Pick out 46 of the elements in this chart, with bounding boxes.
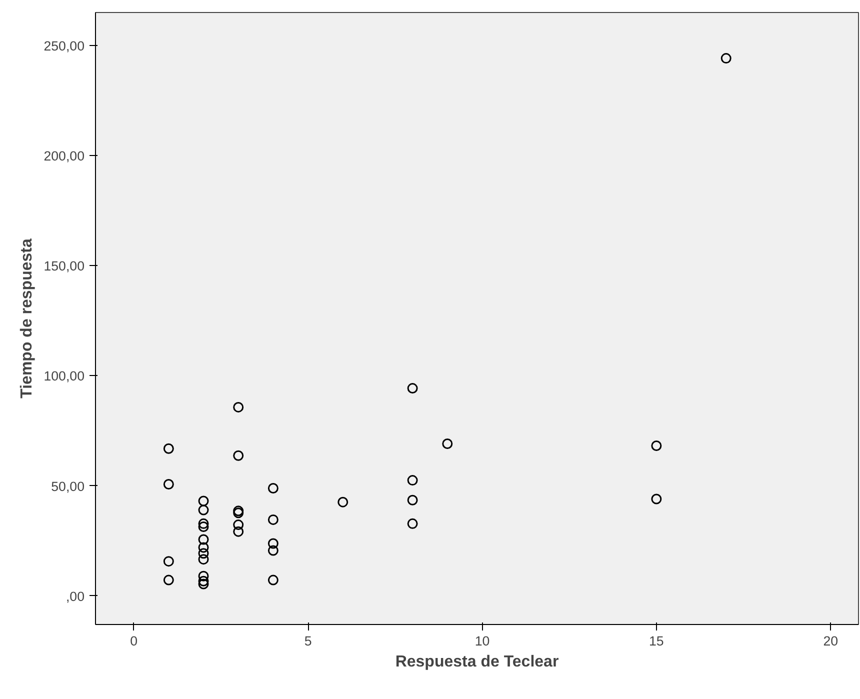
point (651, 494, 662, 504)
x-tick-label: 10 (474, 634, 490, 648)
point (338, 496, 348, 508)
y-tick-label: 100,00 (44, 368, 84, 384)
y-tick-label: 150,00 (44, 258, 84, 274)
point (163, 443, 174, 454)
point (233, 520, 244, 530)
point (163, 574, 174, 586)
point (163, 479, 174, 490)
point (407, 494, 418, 506)
point (198, 570, 209, 582)
x-tick-label: 0 (130, 634, 138, 648)
point (233, 450, 244, 461)
point (198, 504, 209, 516)
point (198, 576, 209, 586)
point (198, 554, 209, 565)
point (198, 534, 209, 545)
point (651, 440, 662, 451)
x-tick-label: 5 (304, 634, 312, 648)
y-axis-title: Tiempo de respuesta (18, 238, 36, 398)
point (407, 475, 418, 486)
x-tick-label: 15 (649, 634, 664, 648)
point (268, 482, 278, 494)
point (268, 514, 278, 525)
y-tick-label: 250,00 (44, 38, 84, 54)
x-axis-title: Respuesta de Teclear (395, 654, 559, 670)
y-tick-label: 50,00 (51, 478, 85, 494)
point (233, 402, 244, 412)
point (442, 438, 453, 450)
point (268, 574, 278, 586)
point (268, 538, 278, 549)
point (407, 518, 418, 529)
point (268, 545, 278, 556)
point (198, 496, 209, 506)
x-tick-label: 20 (823, 634, 838, 648)
point (720, 53, 732, 64)
point (198, 542, 209, 553)
point (198, 578, 209, 590)
point (198, 522, 209, 532)
point (233, 526, 244, 537)
point (407, 383, 418, 394)
y-tick-label: 200,00 (44, 148, 84, 164)
point (198, 548, 209, 559)
y-tick-label: ,00 (66, 588, 85, 604)
point (198, 518, 209, 529)
point (163, 556, 174, 567)
